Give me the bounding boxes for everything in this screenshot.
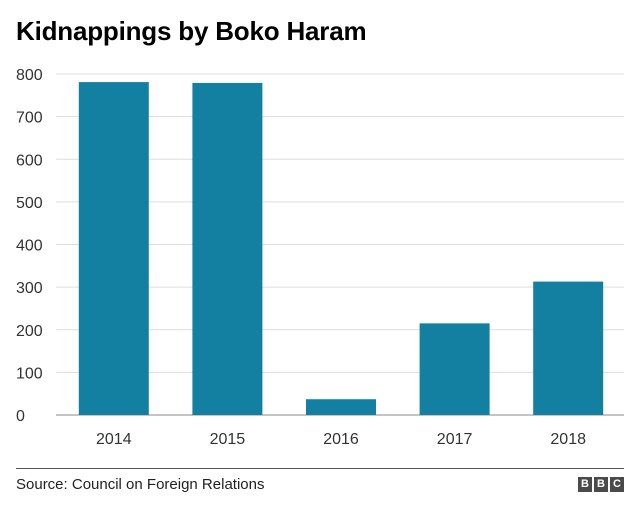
y-tick-label: 800	[16, 67, 43, 84]
x-tick-label: 2018	[550, 431, 586, 448]
y-tick-label: 200	[16, 323, 43, 340]
x-tick-label: 2015	[210, 431, 246, 448]
bar-2017	[419, 323, 490, 415]
y-tick-label: 100	[16, 365, 43, 382]
bbc-logo-letter: C	[610, 477, 624, 492]
y-tick-label: 700	[16, 110, 43, 127]
bar-2015	[192, 82, 263, 416]
x-axis-ticks: 2014 2015 2016 2017 2018	[96, 431, 586, 448]
chart-title: Kidnappings by Boko Haram	[16, 16, 367, 46]
source-note: Source: Council on Foreign Relations	[16, 476, 265, 493]
x-tick-label: 2017	[437, 431, 473, 448]
footer-divider	[16, 468, 624, 469]
x-tick-label: 2014	[96, 431, 132, 448]
bar-2016	[306, 399, 376, 415]
bars	[78, 82, 604, 416]
y-tick-label: 400	[16, 238, 43, 255]
y-tick-label: 600	[16, 152, 43, 169]
y-axis-ticks: 0 100 200 300 400 500 600 700 800	[16, 67, 43, 425]
y-tick-label: 300	[16, 280, 43, 297]
bbc-logo-letter: B	[578, 477, 592, 492]
gridlines	[56, 73, 624, 416]
bar-2018	[533, 281, 604, 415]
y-tick-label: 0	[16, 408, 25, 425]
bar-2014	[78, 82, 149, 415]
y-tick-label: 500	[16, 195, 43, 212]
bbc-logo-letter: B	[594, 477, 608, 492]
bbc-logo: B B C	[578, 477, 624, 492]
x-tick-label: 2016	[323, 431, 359, 448]
